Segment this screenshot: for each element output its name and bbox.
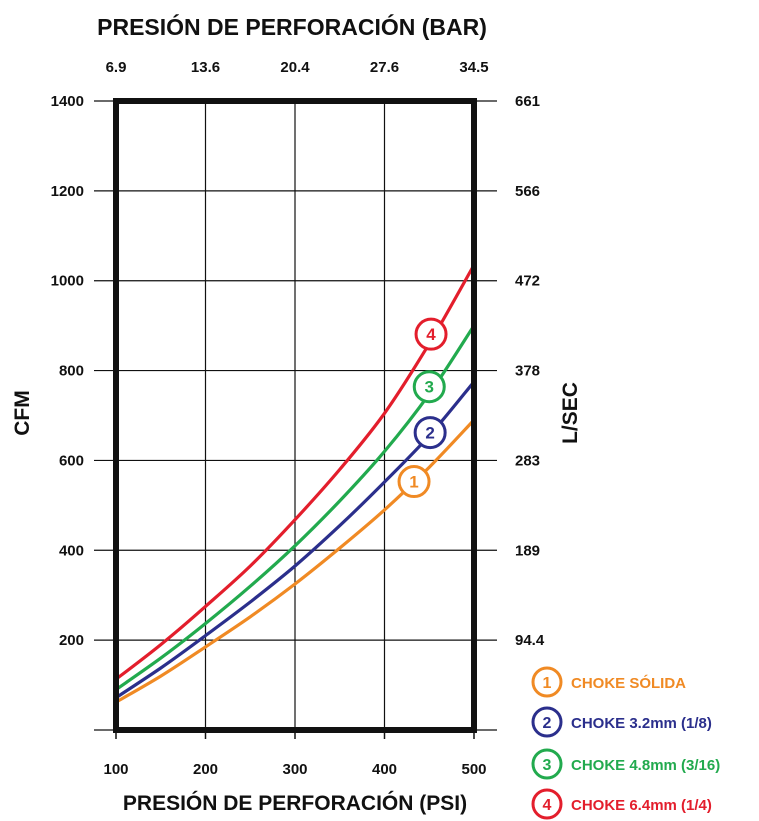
series-marker-1: 1 [397,465,431,499]
x-tick-label-top: 34.5 [459,59,488,76]
y-tick-label-right: 94.4 [515,632,545,649]
series-marker-number: 1 [409,473,418,492]
x-tick-label-bottom: 400 [372,761,397,778]
y-axis-title-left: CFM [11,390,34,436]
legend-item-4: 4 CHOKE 6.4mm (1/4) [531,788,712,820]
series-line-4 [114,263,476,681]
x-tick-label-bottom: 200 [193,761,218,778]
y-tick-label-right: 189 [515,542,540,559]
series-marker-circle [412,370,446,404]
legend-item-3: 3 CHOKE 4.8mm (3/16) [531,748,720,780]
legend-marker-circle [531,706,563,738]
chart-title: PRESIÓN DE PERFORACIÓN (BAR) [97,13,487,40]
legend-marker-number: 2 [543,715,552,732]
y-tick-label-right: 661 [515,93,540,110]
legend-item-2: 2 CHOKE 3.2mm (1/8) [531,706,712,738]
x-axis-title: PRESIÓN DE PERFORACIÓN (PSI) [123,791,467,815]
x-tick-label-bottom: 300 [282,761,307,778]
legend-marker-circle [531,788,563,820]
series-marker-3: 3 [412,370,446,404]
x-tick-label-top: 13.6 [191,59,220,76]
y-tick-label-left: 1000 [51,273,84,290]
y-tick-label-left: 600 [59,452,84,469]
y-tick-label-left: 200 [59,632,84,649]
tick-labels: 20040060080010001200140094.4189283378472… [51,59,545,778]
legend-marker-circle [531,666,563,698]
y-tick-label-left: 1200 [51,183,84,200]
legend-label: CHOKE SÓLIDA [571,674,686,692]
x-tick-label-top: 27.6 [370,59,399,76]
y-tick-label-right: 566 [515,183,540,200]
y-tick-label-right: 378 [515,363,540,380]
x-tick-label-bottom: 500 [461,761,486,778]
legend-marker-number: 3 [543,757,552,774]
y-tick-label-right: 283 [515,452,540,469]
series-marker-number: 2 [425,424,434,443]
series-marker-circle [413,416,447,450]
series-marker-circle [397,465,431,499]
plot-frame [113,98,477,733]
x-tick-label-top: 20.4 [280,59,310,76]
y-tick-label-right: 472 [515,273,540,290]
series-marker-number: 3 [425,378,434,397]
x-tick-label-top: 6.9 [106,59,127,76]
legend: 1 CHOKE SÓLIDA 2 CHOKE 3.2mm (1/8) 3 CHOKE 4.… [531,666,720,820]
legend-marker-number: 4 [543,797,552,814]
legend-item-1: 1 CHOKE SÓLIDA [531,666,686,698]
legend-label: CHOKE 6.4mm (1/4) [571,797,712,814]
y-tick-label-left: 1400 [51,93,84,110]
y-tick-label-left: 400 [59,542,84,559]
series-marker-4: 4 [414,317,448,351]
y-tick-label-left: 800 [59,363,84,380]
series-marker-number: 4 [426,325,436,344]
legend-marker-circle [531,748,563,780]
series-marker-circle [414,317,448,351]
y-axis-title-right: L/SEC [559,382,582,444]
legend-label: CHOKE 3.2mm (1/8) [571,715,712,732]
series-markers: 1 2 3 4 [397,317,448,499]
legend-label: CHOKE 4.8mm (3/16) [571,757,720,774]
series-marker-2: 2 [413,416,447,450]
legend-marker-number: 1 [543,675,552,692]
x-tick-label-bottom: 100 [103,761,128,778]
